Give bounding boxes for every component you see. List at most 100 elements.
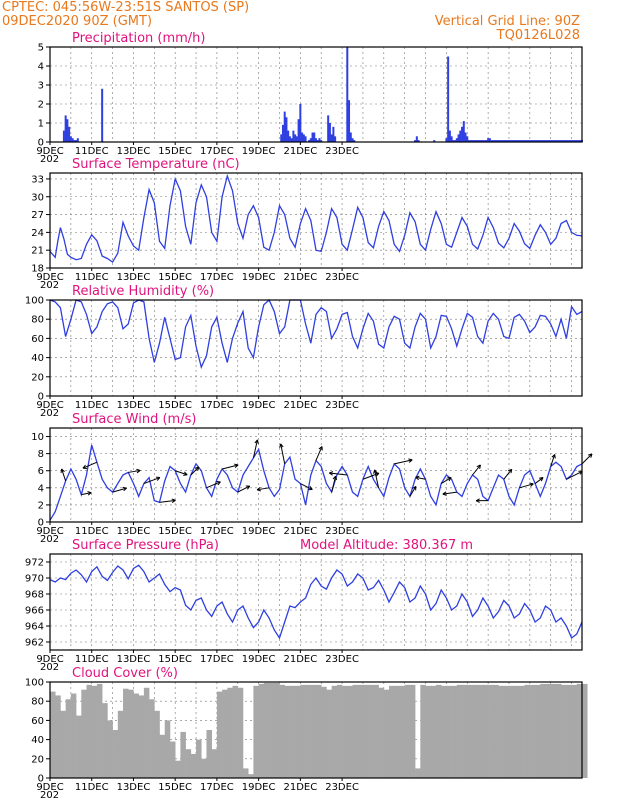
temp-xtick-label: 11DEC (75, 272, 109, 283)
wind-vector-head (254, 439, 259, 444)
cloud-xtick-label: 19DEC (242, 782, 276, 793)
precip-bar (480, 140, 483, 142)
wind-vector (331, 475, 337, 493)
pressure-ytick-label: 964 (25, 622, 44, 633)
precip-ytick-label: 2 (38, 100, 44, 111)
precip-bar (318, 138, 321, 142)
precip-bar (311, 132, 314, 142)
wind-vector-head (551, 454, 556, 459)
cloud-bar (550, 683, 557, 778)
precip-bar (414, 140, 417, 142)
wind-vector-head (332, 475, 338, 481)
wind-vector-head (476, 464, 481, 470)
precip-bar (565, 140, 568, 142)
precip-bar (514, 140, 517, 142)
precip-bar (448, 130, 451, 142)
precip-bar (297, 119, 300, 142)
wind-vector (82, 461, 98, 469)
precip-bar (539, 140, 542, 142)
temp-ytick-label: 24 (31, 228, 44, 239)
precip-bar (459, 130, 462, 142)
cloud-bar (336, 684, 343, 778)
wind-vector-head (442, 491, 447, 496)
pressure-ytick-label: 968 (25, 590, 44, 601)
temp-year-label: 202 (40, 280, 59, 291)
precip-bar (481, 140, 484, 142)
wind-vector-head (136, 468, 141, 474)
wind-xtick-label: 9DEC (36, 526, 63, 537)
cloud-bar (529, 684, 536, 778)
header-model-id: TQ0126L028 (496, 28, 580, 43)
wind-vector (534, 477, 544, 484)
wind-vector-head (279, 443, 284, 448)
rh-xtick-label: 19DEC (242, 400, 276, 411)
cloud-bar (389, 685, 395, 778)
rh-xtick-label: 17DEC (200, 400, 234, 411)
cloud-bar (331, 685, 338, 778)
temp-xtick-label: 13DEC (117, 272, 151, 283)
precip-bar (309, 138, 312, 142)
cloud-bar (441, 685, 447, 778)
cloud-bar (123, 688, 129, 778)
precip-bar (492, 140, 495, 142)
cloud-bar (91, 685, 98, 778)
precip-bar (457, 134, 460, 142)
precip-bar (499, 140, 502, 142)
precip-bar (71, 138, 74, 142)
cloud-bar (289, 685, 296, 778)
precip-bar (541, 140, 544, 142)
precip-bar (551, 140, 554, 142)
cloud-bar (394, 685, 400, 778)
precip-bar (563, 140, 566, 142)
cloud-bar (65, 699, 72, 778)
cloud-bar (571, 684, 578, 778)
precip-bar (454, 140, 457, 142)
wind-vector (440, 477, 452, 484)
cloud-bar (128, 689, 134, 778)
cloud-bar (540, 683, 546, 778)
cloud-ytick-label: 80 (31, 697, 44, 708)
cloud-bar (300, 684, 306, 778)
precip-bar (549, 140, 552, 142)
header-date: 09DEC2020 90Z (GMT) (2, 14, 152, 29)
precip-bar (287, 130, 290, 142)
cloud-ytick-label: 60 (31, 716, 44, 727)
precip-bar (501, 140, 504, 142)
cloud-bar (383, 689, 390, 778)
cloud-bar (149, 699, 155, 778)
cloud-bar (555, 683, 562, 778)
precip-bar (313, 132, 316, 142)
precip-bar (455, 138, 458, 142)
cloud-bar (561, 684, 567, 778)
cloud-bar (133, 693, 139, 778)
cloud-ytick-label: 40 (31, 735, 44, 746)
precip-bar (62, 130, 65, 142)
cloud-bar (456, 684, 463, 778)
precip-bar (69, 136, 72, 142)
precip-bar (511, 140, 514, 142)
cloud-bar (576, 683, 583, 778)
precip-bar (534, 140, 537, 142)
cloud-bar (357, 684, 364, 778)
precip-ytick-label: 3 (38, 81, 44, 92)
cloud-bar (185, 749, 192, 778)
rh-xtick-label: 9DEC (36, 400, 63, 411)
rh-xtick-label: 15DEC (158, 400, 192, 411)
rh-ytick-label: 40 (31, 353, 44, 364)
precip-bar (473, 140, 476, 142)
cloud-bar (508, 685, 515, 778)
cloud-xtick-label: 9DEC (36, 782, 63, 793)
precip-bar (76, 138, 79, 142)
precip-bar (520, 140, 523, 142)
precip-bar (546, 140, 549, 142)
precip-bar (320, 140, 323, 142)
precip-bar (561, 140, 564, 142)
precip-bar (308, 140, 311, 142)
cloud-bar (399, 685, 405, 778)
cloud-bar (582, 683, 588, 778)
wind-frame (49, 427, 583, 523)
cloud-bar (138, 695, 145, 778)
wind-vector (175, 470, 188, 476)
precip-bar (553, 140, 556, 142)
cloud-bar (258, 683, 265, 778)
